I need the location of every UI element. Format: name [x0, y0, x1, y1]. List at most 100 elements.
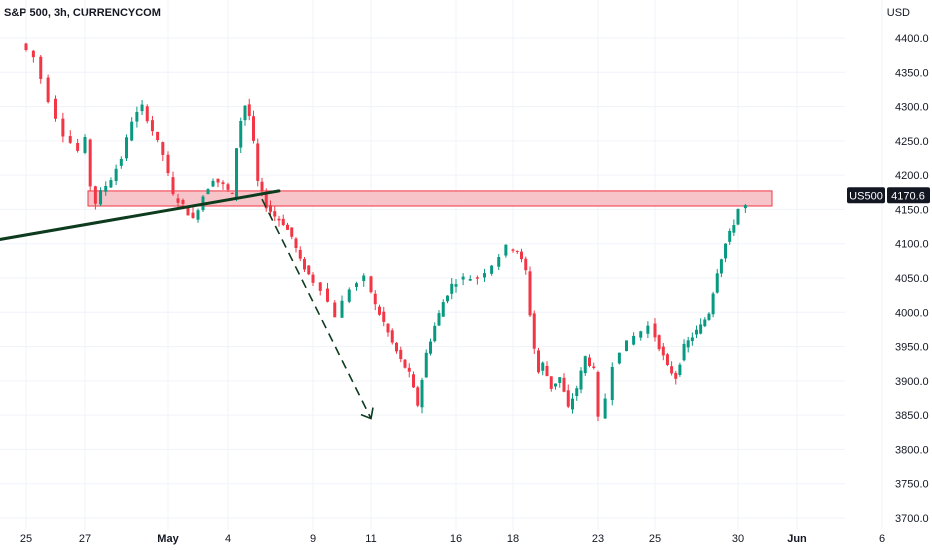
candle [395, 342, 398, 354]
x-tick-label: 25 [20, 533, 32, 545]
y-tick-label: 4150.0 [895, 204, 929, 216]
y-tick-label: 3900.0 [895, 376, 929, 388]
resistance-zone-rect[interactable] [87, 190, 773, 207]
candle [596, 370, 600, 422]
candle [171, 171, 175, 196]
candle [114, 164, 118, 186]
candle [311, 272, 315, 286]
candle [390, 328, 394, 345]
candle [515, 250, 519, 255]
trendline[interactable] [0, 189, 281, 276]
candle [424, 349, 428, 378]
grid [0, 0, 883, 530]
candle [373, 290, 377, 311]
candle [617, 352, 621, 365]
candle [541, 361, 545, 376]
candle [186, 207, 190, 216]
candle [532, 310, 536, 354]
candle [176, 193, 180, 208]
x-tick-label: 25 [649, 533, 661, 545]
x-axis: 25 27 May 4 9 11 16 18 23 25 30 Jun 6 [20, 533, 885, 545]
candle [715, 269, 719, 294]
projection-arrowhead [360, 407, 374, 420]
candle [99, 187, 103, 206]
candle [61, 112, 65, 143]
y-axis: 3700.0 3750.0 3800.0 3850.0 3900.0 3950.0 4000… [895, 33, 929, 525]
candle [54, 95, 57, 122]
candle [355, 281, 358, 291]
candle [256, 138, 260, 187]
candle [653, 318, 657, 342]
candle [610, 362, 614, 406]
x-tick-label: 18 [507, 533, 519, 545]
candle [592, 362, 596, 370]
candle [239, 117, 243, 154]
y-tick-label: 3800.0 [895, 444, 929, 456]
candle [678, 362, 682, 377]
candle [252, 110, 255, 144]
candle [520, 248, 523, 263]
candle [277, 215, 281, 227]
x-tick-label: 6 [879, 533, 885, 545]
candle [161, 141, 165, 162]
y-tick-label: 4000.0 [895, 307, 929, 319]
candle [235, 148, 238, 202]
candle [728, 228, 732, 245]
badge-price-bg [887, 187, 930, 204]
x-tick-label: 23 [592, 533, 604, 545]
candle [646, 321, 650, 338]
candle [135, 106, 139, 128]
candle [294, 237, 298, 253]
candle [273, 205, 277, 222]
candle [461, 273, 465, 286]
candle [382, 306, 386, 327]
candle [736, 208, 740, 226]
candle [83, 134, 87, 155]
candle [290, 227, 294, 240]
y-tick-label: 3700.0 [895, 513, 929, 525]
candle [243, 104, 247, 126]
candle [639, 330, 643, 341]
y-tick-label: 4100.0 [895, 239, 929, 251]
candle [130, 117, 134, 142]
candles [24, 42, 747, 422]
y-tick-label: 4350.0 [895, 67, 929, 79]
candle [347, 287, 351, 304]
candle [450, 278, 454, 300]
x-tick-label: 30 [732, 533, 744, 545]
candle [454, 278, 458, 293]
candle [125, 134, 128, 162]
candle [76, 138, 80, 153]
badge-symbol: US500 [849, 190, 883, 202]
projection-line[interactable] [261, 198, 372, 419]
candle [575, 385, 579, 401]
candle [156, 131, 160, 143]
candle [46, 74, 50, 104]
candle [670, 361, 674, 376]
candle [68, 130, 72, 145]
candle [437, 310, 441, 327]
candle [579, 367, 583, 394]
candle [333, 300, 337, 318]
x-tick-label: 16 [450, 533, 462, 545]
candle [571, 393, 574, 414]
candle [549, 376, 553, 392]
drawings [0, 189, 374, 420]
x-tick-label: May [157, 533, 179, 545]
y-tick-label: 3850.0 [895, 410, 929, 422]
candle [732, 219, 736, 236]
candle [140, 99, 144, 116]
x-tick-label: 4 [225, 533, 231, 545]
candle [145, 104, 149, 124]
candle [31, 50, 35, 63]
candle [386, 322, 390, 337]
candle [150, 115, 154, 136]
candle [24, 42, 28, 52]
candle [707, 312, 711, 321]
y-tick-label: 4250.0 [895, 136, 929, 148]
candle [711, 291, 715, 318]
candle [104, 181, 108, 196]
candle [566, 384, 570, 409]
candle [340, 295, 344, 318]
